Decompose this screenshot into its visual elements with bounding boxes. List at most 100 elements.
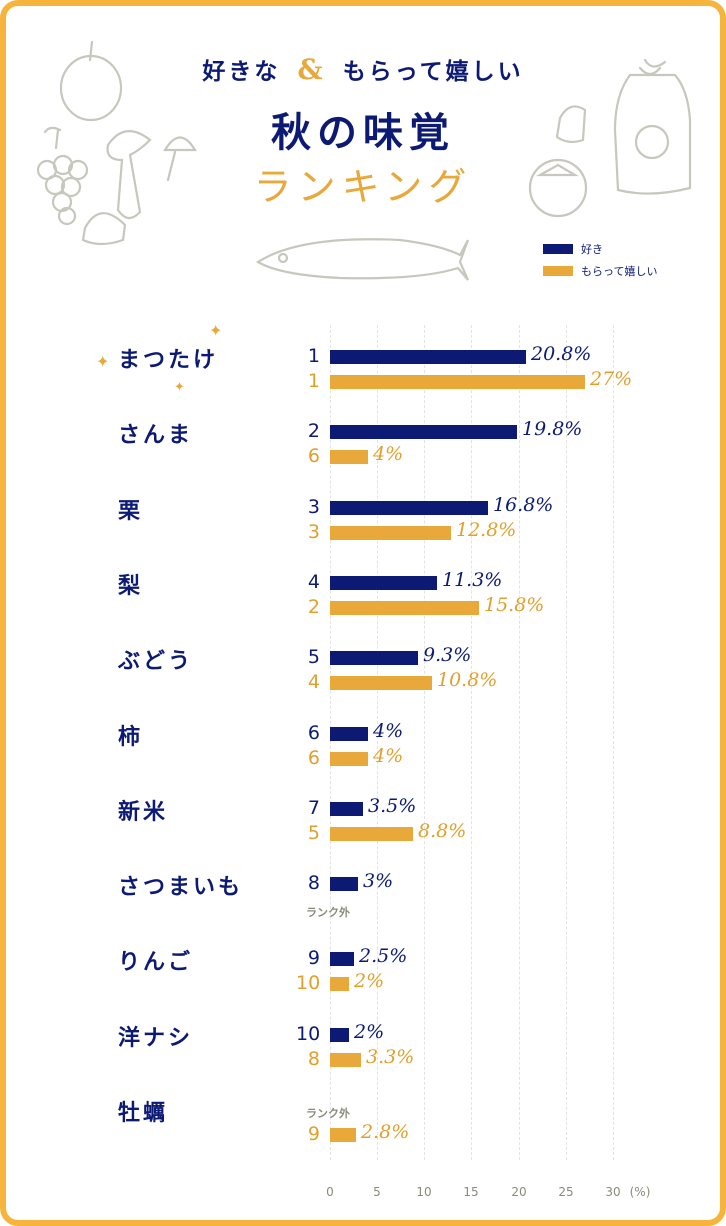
bar bbox=[330, 952, 354, 967]
legend-swatch-navy bbox=[543, 244, 573, 254]
bar bbox=[330, 651, 418, 666]
x-axis-unit: (%) bbox=[629, 1185, 651, 1199]
bar bbox=[330, 375, 585, 389]
sparkle-icon: ✦ bbox=[96, 352, 110, 371]
rank-number: 7 bbox=[307, 796, 320, 819]
bar bbox=[330, 1027, 349, 1042]
x-tick: 20 bbox=[511, 1185, 527, 1199]
value-label: 9.3% bbox=[423, 644, 472, 667]
value-label: 11.3% bbox=[442, 568, 503, 591]
gridline-0 bbox=[330, 325, 331, 1160]
value-label: 4% bbox=[373, 719, 404, 742]
value-label: 2% bbox=[354, 970, 385, 993]
gridline-20 bbox=[519, 325, 520, 1160]
rank-number: 2 bbox=[307, 595, 320, 618]
rank-number: 6 bbox=[307, 746, 320, 769]
bar bbox=[330, 877, 358, 892]
category-label: さつまいも bbox=[118, 874, 244, 901]
category-label: 柿 bbox=[118, 723, 144, 750]
value-label: 3% bbox=[363, 870, 394, 893]
bar bbox=[330, 575, 437, 590]
category-label: 栗 bbox=[118, 497, 144, 524]
value-label: 3.3% bbox=[366, 1045, 415, 1068]
bar bbox=[330, 726, 368, 741]
category-label: 牡蠣 bbox=[118, 1100, 169, 1126]
rank-number: 6 bbox=[307, 721, 320, 744]
rank-number: 3 bbox=[307, 520, 320, 543]
title-line-3: ランキング bbox=[253, 165, 473, 209]
title-favorite-text: 好きな bbox=[202, 58, 281, 85]
bar bbox=[330, 977, 349, 992]
legend-item-gift: もらって嬉しい bbox=[543, 260, 657, 282]
x-tick: 10 bbox=[416, 1185, 432, 1199]
rank-number: 9 bbox=[307, 1123, 320, 1145]
gridline-15 bbox=[471, 325, 472, 1160]
rank-number: 3 bbox=[307, 495, 320, 518]
bar bbox=[330, 751, 368, 766]
x-tick: 25 bbox=[558, 1185, 574, 1199]
legend-item-like: 好き bbox=[543, 238, 657, 260]
value-label: 4% bbox=[373, 443, 404, 466]
bar bbox=[330, 525, 451, 540]
value-label: 19.8% bbox=[522, 418, 583, 441]
x-tick: 5 bbox=[373, 1185, 381, 1199]
rank-number: 8 bbox=[307, 872, 320, 895]
bar bbox=[330, 826, 413, 841]
legend-swatch-gold bbox=[543, 266, 573, 276]
value-label: 8.8% bbox=[418, 819, 467, 842]
legend: 好き もらって嬉しい bbox=[543, 238, 657, 282]
gridline-5 bbox=[377, 325, 378, 1160]
title-line-2: 秋の味覚 bbox=[271, 109, 455, 156]
sparkle-icon: ✦ bbox=[209, 321, 223, 340]
bar bbox=[330, 676, 432, 691]
value-label: 2.5% bbox=[359, 945, 408, 968]
bar bbox=[330, 801, 363, 816]
bar bbox=[330, 350, 526, 364]
rank-number: 10 bbox=[296, 972, 321, 995]
value-label: 27% bbox=[590, 368, 633, 390]
rank-number: 1 bbox=[307, 345, 320, 367]
rank-number: 1 bbox=[307, 370, 320, 392]
legend-label: 好き bbox=[581, 243, 603, 256]
value-label: 2% bbox=[354, 1020, 385, 1043]
x-tick: 0 bbox=[326, 1185, 334, 1199]
rank-number: 8 bbox=[307, 1047, 320, 1070]
value-label: 16.8% bbox=[493, 493, 554, 516]
category-label: 洋ナシ bbox=[118, 1024, 194, 1051]
out-of-rank-label: ランク外 bbox=[306, 1107, 350, 1120]
bar bbox=[330, 450, 368, 465]
x-tick: 15 bbox=[463, 1185, 479, 1199]
value-label: 12.8% bbox=[456, 518, 517, 541]
category-label: りんご bbox=[118, 949, 194, 976]
category-label: まつたけ bbox=[118, 347, 219, 373]
bar bbox=[330, 600, 479, 615]
category-label: 梨 bbox=[118, 572, 144, 599]
rank-number: 4 bbox=[307, 570, 320, 593]
gridline-10 bbox=[424, 325, 425, 1160]
title-gift-text: もらって嬉しい bbox=[342, 58, 524, 85]
gridline-25 bbox=[566, 325, 567, 1160]
gridline-30 bbox=[613, 325, 614, 1160]
category-label: ぶどう bbox=[118, 648, 194, 675]
out-of-rank-label: ランク外 bbox=[306, 906, 350, 920]
bar bbox=[330, 500, 488, 515]
value-label: 10.8% bbox=[437, 669, 498, 692]
sparkle-icon: ✦ bbox=[174, 380, 185, 395]
title-ampersand: & bbox=[297, 53, 326, 86]
title-line-1: 好きな & もらって嬉しい bbox=[0, 52, 726, 86]
value-label: 20.8% bbox=[531, 343, 592, 365]
value-label: 3.5% bbox=[368, 794, 417, 817]
value-label: 15.8% bbox=[484, 593, 545, 616]
bar bbox=[330, 1052, 361, 1067]
bar bbox=[330, 1128, 356, 1142]
rank-number: 2 bbox=[307, 420, 320, 443]
value-label: 4% bbox=[373, 744, 404, 767]
category-label: さんま bbox=[118, 422, 194, 449]
rank-number: 10 bbox=[296, 1022, 321, 1045]
rank-number: 6 bbox=[307, 445, 320, 468]
rank-number: 5 bbox=[307, 646, 320, 669]
rank-number: 9 bbox=[307, 947, 320, 970]
category-label: 新米 bbox=[118, 798, 169, 825]
legend-label: もらって嬉しい bbox=[581, 265, 658, 278]
value-label: 2.8% bbox=[361, 1121, 410, 1143]
